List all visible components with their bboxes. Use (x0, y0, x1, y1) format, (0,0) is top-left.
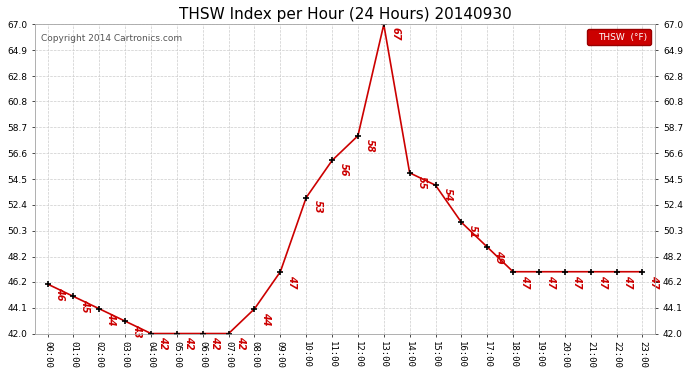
Text: 47: 47 (624, 274, 633, 288)
Text: 46: 46 (55, 287, 65, 300)
Text: 47: 47 (598, 274, 608, 288)
Text: 55: 55 (417, 176, 426, 189)
Text: 47: 47 (546, 274, 556, 288)
Text: 42: 42 (235, 336, 246, 350)
Text: 42: 42 (158, 336, 168, 350)
Text: 54: 54 (442, 188, 453, 201)
Text: Copyright 2014 Cartronics.com: Copyright 2014 Cartronics.com (41, 34, 182, 43)
Title: THSW Index per Hour (24 Hours) 20140930: THSW Index per Hour (24 Hours) 20140930 (179, 7, 511, 22)
Legend: THSW  (°F): THSW (°F) (587, 29, 651, 45)
Text: 47: 47 (572, 274, 582, 288)
Text: 47: 47 (520, 274, 530, 288)
Text: 51: 51 (469, 225, 478, 238)
Text: 44: 44 (262, 312, 271, 325)
Text: 42: 42 (184, 336, 194, 350)
Text: 67: 67 (391, 27, 401, 41)
Text: 47: 47 (649, 274, 660, 288)
Text: 49: 49 (494, 250, 504, 263)
Text: 56: 56 (339, 163, 349, 177)
Text: 47: 47 (287, 274, 297, 288)
Text: 42: 42 (210, 336, 219, 350)
Text: 53: 53 (313, 200, 323, 214)
Text: 58: 58 (365, 138, 375, 152)
Text: 43: 43 (132, 324, 142, 338)
Text: 45: 45 (81, 299, 90, 313)
Text: 44: 44 (106, 312, 117, 325)
